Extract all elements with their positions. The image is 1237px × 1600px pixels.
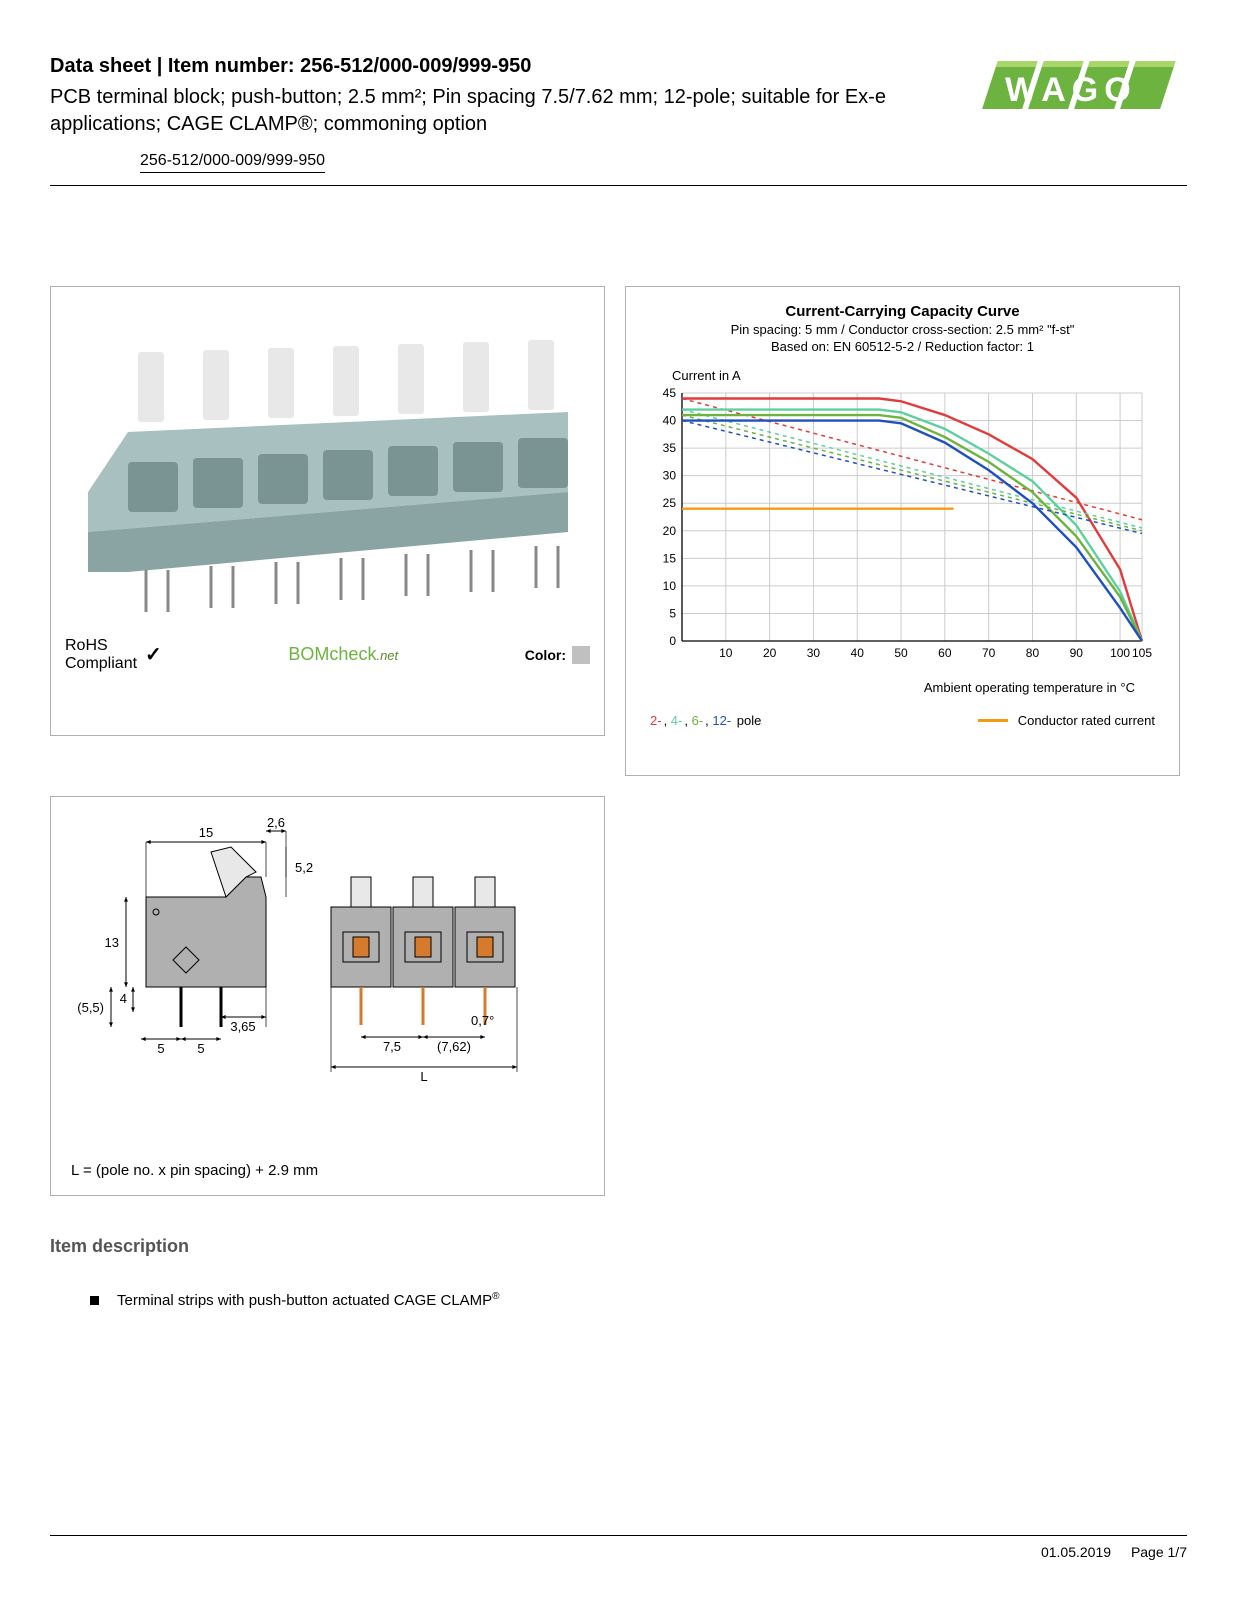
- svg-text:15: 15: [663, 551, 677, 565]
- footer: 01.05.2019 Page 1/7: [50, 1535, 1187, 1560]
- bullet-text: Terminal strips with push-button actuate…: [117, 1291, 500, 1309]
- svg-text:100: 100: [1110, 646, 1130, 660]
- chart-sub1: Pin spacing: 5 mm / Conductor cross-sect…: [640, 322, 1165, 337]
- legend-conductor-label: Conductor rated current: [1018, 713, 1155, 728]
- svg-text:3,65: 3,65: [230, 1019, 255, 1034]
- svg-text:WAGO: WAGO: [1005, 71, 1137, 109]
- bomcheck-main: BOMcheck: [288, 644, 376, 664]
- chart-title: Current-Carrying Capacity Curve: [640, 303, 1165, 320]
- svg-text:10: 10: [663, 579, 677, 593]
- color-label: Color:: [525, 647, 566, 663]
- product-image: [65, 297, 590, 627]
- svg-text:5: 5: [157, 1041, 164, 1056]
- part-number-link[interactable]: 256-512/000-009/999-950: [140, 152, 325, 173]
- footer-date: 01.05.2019: [1041, 1544, 1111, 1560]
- svg-text:(7,62): (7,62): [437, 1039, 471, 1054]
- y-axis-label: Current in A: [672, 368, 1165, 383]
- legend-line-icon: [978, 719, 1008, 722]
- bullet-icon: [90, 1296, 99, 1305]
- svg-text:50: 50: [894, 646, 908, 660]
- svg-text:90: 90: [1070, 646, 1084, 660]
- footer-page: Page 1/7: [1131, 1544, 1187, 1560]
- svg-text:45: 45: [663, 387, 677, 400]
- svg-text:0,7°: 0,7°: [471, 1013, 494, 1028]
- rohs-compliant: RoHS Compliant ✓: [65, 637, 162, 672]
- svg-text:30: 30: [663, 469, 677, 483]
- svg-text:5: 5: [669, 606, 676, 620]
- legend-poles: 2-, 4-, 6-, 12- pole: [650, 713, 763, 728]
- compliant-label: Compliant: [65, 655, 137, 673]
- bomcheck-logo: BOMcheck.net: [288, 644, 398, 665]
- logo: WAGO: [947, 55, 1187, 122]
- title-line: Data sheet | Item number: 256-512/000-00…: [50, 55, 917, 78]
- header-text: Data sheet | Item number: 256-512/000-00…: [50, 55, 947, 173]
- chart-svg: 0 5 10 15 20 25 30 35 40 45 10 20 30 40 50 60 70 80 90 1001…: [640, 387, 1160, 667]
- svg-text:40: 40: [663, 414, 677, 428]
- bullet-sup: ®: [492, 1291, 499, 1302]
- title-prefix: Data sheet | Item number:: [50, 55, 300, 77]
- chart-legend: 2-, 4-, 6-, 12- pole Conductor rated cur…: [640, 713, 1165, 728]
- compliance-row: RoHS Compliant ✓ BOMcheck.net Color:: [65, 637, 590, 672]
- svg-text:25: 25: [663, 496, 677, 510]
- svg-text:20: 20: [663, 524, 677, 538]
- svg-text:L: L: [420, 1069, 427, 1084]
- svg-text:70: 70: [982, 646, 996, 660]
- svg-text:7,5: 7,5: [383, 1039, 401, 1054]
- svg-text:40: 40: [851, 646, 865, 660]
- svg-text:30: 30: [807, 646, 821, 660]
- item-description-heading: Item description: [50, 1236, 1187, 1257]
- svg-text:80: 80: [1026, 646, 1040, 660]
- svg-text:60: 60: [938, 646, 952, 660]
- svg-text:0: 0: [669, 634, 676, 648]
- chart-area: Current in A 0 5 10 15 20 25 30 35 40 45 10 20 30 40 5…: [640, 368, 1165, 695]
- svg-text:5: 5: [197, 1041, 204, 1056]
- color-indicator: Color:: [525, 646, 590, 664]
- svg-text:4: 4: [120, 991, 127, 1006]
- bullet-item: Terminal strips with push-button actuate…: [90, 1291, 1187, 1309]
- svg-text:15: 15: [199, 825, 213, 840]
- svg-text:10: 10: [719, 646, 733, 660]
- svg-text:(5,5): (5,5): [77, 1000, 104, 1015]
- dimensions-drawing: 15 2,6 5,2 13 (5,5) 4 5 5 3,65 7,5 (7,62) L 0,7°: [71, 817, 581, 1137]
- dimensions-caption: L = (pole no. x pin spacing) + 2.9 mm: [71, 1162, 318, 1179]
- rohs-label: RoHS: [65, 637, 137, 655]
- svg-text:35: 35: [663, 441, 677, 455]
- svg-text:13: 13: [105, 935, 119, 950]
- x-axis-label: Ambient operating temperature in °C: [640, 680, 1165, 695]
- legend-conductor: Conductor rated current: [978, 713, 1155, 728]
- chart-panel: Current-Carrying Capacity Curve Pin spac…: [625, 286, 1180, 776]
- product-panel: RoHS Compliant ✓ BOMcheck.net Color:: [50, 286, 605, 736]
- svg-text:20: 20: [763, 646, 777, 660]
- dimensions-panel: 15 2,6 5,2 13 (5,5) 4 5 5 3,65 7,5 (7,62) L 0,7° L =…: [50, 796, 605, 1196]
- title-item-number: 256-512/000-009/999-950: [300, 55, 531, 77]
- description-list: Terminal strips with push-button actuate…: [50, 1291, 1187, 1309]
- svg-text:2,6: 2,6: [267, 817, 285, 830]
- bullet-main: Terminal strips with push-button actuate…: [117, 1292, 492, 1309]
- header: Data sheet | Item number: 256-512/000-00…: [50, 55, 1187, 186]
- bomcheck-suffix: .net: [376, 648, 398, 663]
- check-icon: ✓: [145, 642, 162, 667]
- svg-text:5,2: 5,2: [295, 860, 313, 875]
- subtitle: PCB terminal block; push-button; 2.5 mm²…: [50, 84, 917, 138]
- svg-text:105: 105: [1132, 646, 1152, 660]
- chart-sub2: Based on: EN 60512-5-2 / Reduction facto…: [640, 339, 1165, 354]
- color-swatch: [572, 646, 590, 664]
